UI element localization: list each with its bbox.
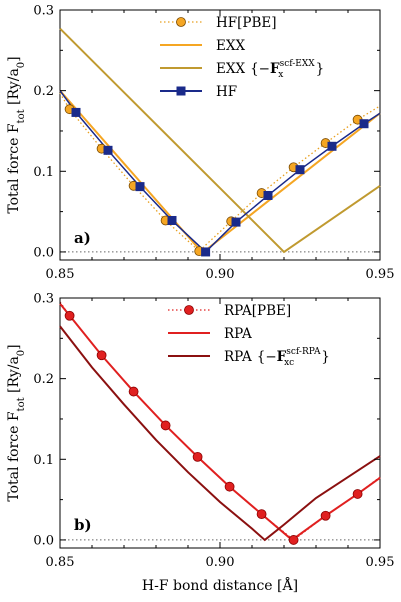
panel-b-ylabel-unit: [Ry/a	[6, 356, 22, 393]
legend-marker-3	[176, 86, 186, 96]
series-point-3	[103, 145, 113, 155]
y-tick-label: 0.0	[33, 245, 54, 260]
series-point-3	[231, 217, 241, 227]
panel-b-legend: RPA[PBE] RPA RPA {−Fscf-RPA xc}	[168, 303, 330, 368]
x-tick-label: 0.90	[206, 555, 235, 570]
y-tick-label: 0.3	[33, 4, 54, 19]
legend-label-3: HF	[216, 84, 237, 100]
panel-a-ticks: 0.85 0.90 0.95 0.0 0.1 0.2 0.3	[33, 4, 394, 283]
panel-a-ylabel-unit: [Ry/a	[6, 68, 22, 105]
panel-b: 0.85 0.90 0.95 0.0 0.1 0.2 0.3 RPA[PBE] RPA RPA{…	[6, 292, 394, 595]
series-point-0	[288, 535, 299, 545]
x-tick-label: 0.85	[46, 267, 75, 282]
panel-a-ylabel-main: Total force F	[6, 123, 22, 213]
series-line-1	[59, 303, 381, 542]
y-tick-label: 0.2	[33, 84, 54, 99]
series-point-3	[167, 215, 177, 225]
series-line-0	[59, 92, 381, 253]
series-point-0	[224, 481, 235, 492]
x-tick-label: 0.95	[366, 555, 395, 570]
y-tick-label: 0.1	[33, 453, 54, 468]
y-tick-label: 0.1	[33, 165, 54, 180]
x-tick-label: 0.85	[46, 555, 75, 570]
panel-b-ticks: 0.85 0.90 0.95 0.0 0.1 0.2 0.3	[33, 292, 394, 571]
panel-b-ylabel-unit-close: ]	[6, 344, 22, 349]
legend-label-2: RPA {−Fscf-RPA xc}	[224, 347, 330, 368]
series-point-0	[96, 350, 107, 361]
series-point-3	[295, 165, 305, 175]
panel-a-ylabel-sub: tot	[16, 109, 27, 123]
series-line-1	[59, 89, 381, 255]
legend-label-1: EXX	[216, 38, 245, 54]
legend-label-1: RPA	[224, 326, 252, 342]
panel-b-ylabel: Total force Ftot [Ry/a0]	[6, 344, 27, 501]
legend-marker-0	[176, 17, 186, 27]
panel-a-ylabel-unit-sub: 0	[16, 62, 27, 68]
series-point-0	[128, 386, 139, 397]
panel-a-legend: HF[PBE] EXX EXX {−Fscf-EXX x} HF	[160, 15, 324, 100]
series-line-3	[59, 90, 381, 253]
panel-b-ylabel-sub: tot	[16, 397, 27, 411]
series-point-3	[135, 182, 145, 192]
series-line-2	[59, 27, 381, 254]
series-point-0	[160, 420, 171, 431]
panel-a-ylabel: Total force Ftot [Ry/a0]	[6, 56, 27, 213]
svg-text:Total force Ftot [Ry/a0]: Total force Ftot [Ry/a0]	[6, 56, 27, 213]
legend-label-0: HF[PBE]	[216, 15, 277, 31]
series-point-3	[327, 141, 337, 151]
y-tick-label: 0.3	[33, 292, 54, 307]
legend-label-0: RPA[PBE]	[224, 303, 291, 319]
series-point-0	[192, 451, 203, 462]
y-tick-label: 0.0	[33, 533, 54, 548]
series-point-3	[201, 247, 211, 257]
y-tick-label: 0.2	[33, 372, 54, 387]
legend-label-2: EXX {−Fscf-EXX x}	[216, 59, 324, 80]
series-point-3	[359, 119, 369, 129]
panel-a: 0.85 0.90 0.95 0.0 0.1 0.2 0.3 HF[PBE] EXX EXX {−…	[6, 4, 394, 283]
series-point-0	[320, 510, 331, 521]
series-line-2	[59, 325, 381, 542]
series-point-0	[352, 489, 363, 499]
series-line-0	[59, 301, 381, 541]
panel-b-ylabel-main: Total force F	[6, 411, 22, 501]
series-point-0	[64, 310, 75, 321]
legend-marker-0	[184, 305, 194, 315]
svg-text:Total force Ftot [Ry/a0]: Total force Ftot [Ry/a0]	[6, 344, 27, 501]
series-point-3	[71, 107, 81, 117]
panel-a-label: a)	[74, 229, 91, 247]
panel-b-label: b)	[74, 516, 92, 534]
panel-b-series	[59, 301, 381, 545]
series-point-0	[256, 509, 267, 520]
x-tick-label: 0.95	[366, 267, 395, 282]
panel-b-ylabel-unit-sub: 0	[16, 350, 27, 356]
x-tick-label: 0.90	[206, 267, 235, 282]
panel-a-ylabel-unit-close: ]	[6, 56, 22, 61]
panel-b-xlabel: H-F bond distance [Å]	[142, 576, 298, 594]
panel-a-series	[59, 27, 381, 257]
series-point-3	[263, 190, 273, 200]
